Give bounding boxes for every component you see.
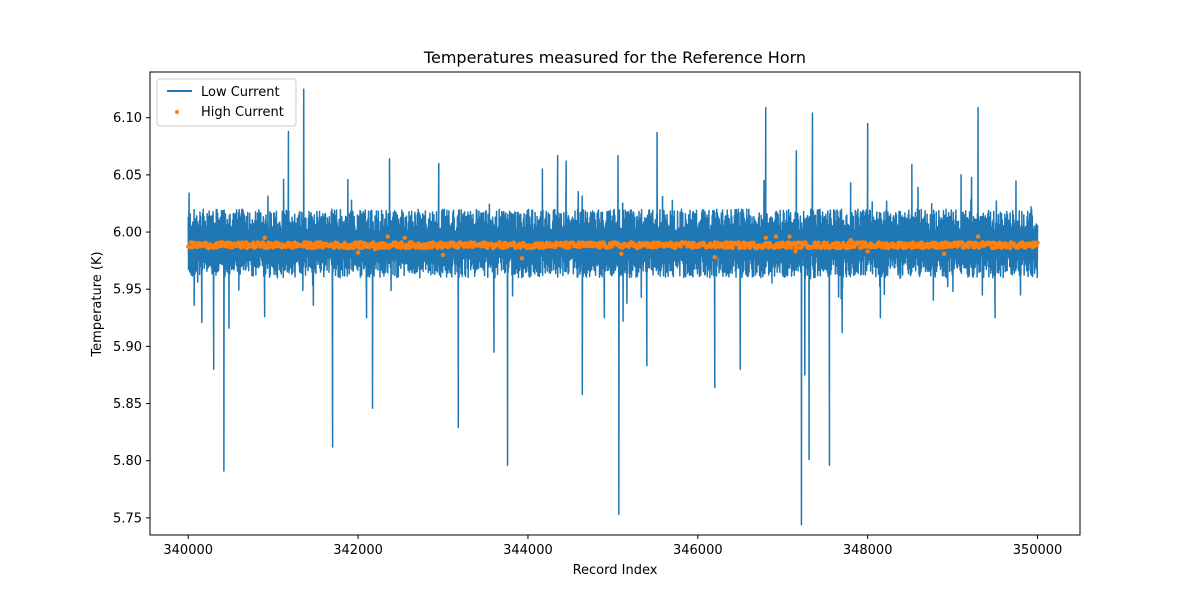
high-current-outlier <box>402 235 407 240</box>
high-current-point <box>567 244 572 250</box>
series-high-current <box>186 234 1040 261</box>
legend-label-high-current: High Current <box>201 105 284 120</box>
high-current-point <box>651 240 656 245</box>
high-current-outlier <box>619 251 624 256</box>
x-tick-label: 342000 <box>333 543 383 558</box>
x-tick-label: 350000 <box>1013 543 1063 558</box>
high-current-point <box>408 245 414 250</box>
high-current-point <box>265 245 270 251</box>
x-tick-label: 340000 <box>163 543 213 558</box>
high-current-point <box>497 240 502 245</box>
high-current-outlier <box>712 255 717 260</box>
y-tick-label: 5.75 <box>113 511 142 526</box>
high-current-outlier <box>793 249 798 254</box>
y-tick-label: 6.10 <box>113 111 142 126</box>
high-current-outlier <box>262 235 267 240</box>
high-current-point <box>944 240 950 246</box>
high-current-point <box>816 240 821 245</box>
plot-area <box>186 88 1040 526</box>
high-current-point <box>678 244 684 249</box>
high-current-outlier <box>519 256 525 261</box>
high-current-point <box>862 240 868 245</box>
high-current-point <box>933 240 938 246</box>
y-axis-label: Temperature (K) <box>90 251 105 357</box>
x-tick-label: 344000 <box>503 543 553 558</box>
y-tick-label: 5.95 <box>113 283 142 298</box>
chart-title: Temperatures measured for the Reference … <box>423 48 806 67</box>
x-tick-label: 348000 <box>843 543 893 558</box>
high-current-point <box>824 241 830 246</box>
high-current-outlier <box>372 247 378 252</box>
y-axis: 5.75 5.80 5.85 5.90 5.95 6.00 6.05 6.10 <box>113 111 150 526</box>
x-axis-label: Record Index <box>573 563 658 578</box>
high-current-outlier <box>941 251 947 256</box>
high-current-point <box>730 245 735 251</box>
y-tick-label: 6.00 <box>113 226 142 241</box>
high-current-point <box>672 245 678 251</box>
high-current-point <box>910 240 916 245</box>
legend-label-low-current: Low Current <box>201 85 280 100</box>
high-current-point <box>553 245 558 250</box>
high-current-outlier <box>975 234 981 239</box>
y-tick-label: 6.05 <box>113 168 142 183</box>
high-current-point <box>972 245 977 250</box>
high-current-point <box>789 245 794 250</box>
high-current-outlier <box>773 234 779 239</box>
high-current-outlier <box>355 250 361 255</box>
high-current-outlier <box>1033 241 1039 246</box>
plot-frame <box>149 71 1081 536</box>
high-current-outlier <box>763 235 768 240</box>
x-axis: 340000 342000 344000 346000 348000 350000 <box>163 535 1062 558</box>
high-current-point <box>966 244 971 250</box>
high-current-point <box>939 240 944 246</box>
high-current-outlier <box>865 249 870 254</box>
high-current-outlier <box>848 237 853 243</box>
high-current-outlier <box>385 234 391 239</box>
y-tick-label: 5.80 <box>113 454 142 469</box>
y-tick-label: 5.90 <box>113 340 142 355</box>
high-current-point <box>203 240 209 246</box>
high-current-point <box>1007 245 1013 251</box>
high-current-point <box>485 245 490 251</box>
legend-marker-swatch <box>175 110 179 114</box>
high-current-outlier <box>787 234 792 239</box>
high-current-point <box>455 245 461 250</box>
x-tick-label: 346000 <box>673 543 723 558</box>
high-current-outlier <box>440 252 446 258</box>
y-tick-label: 5.85 <box>113 397 142 412</box>
legend: Low Current High Current <box>156 78 297 127</box>
high-current-point <box>393 240 399 245</box>
high-current-point <box>736 240 741 245</box>
